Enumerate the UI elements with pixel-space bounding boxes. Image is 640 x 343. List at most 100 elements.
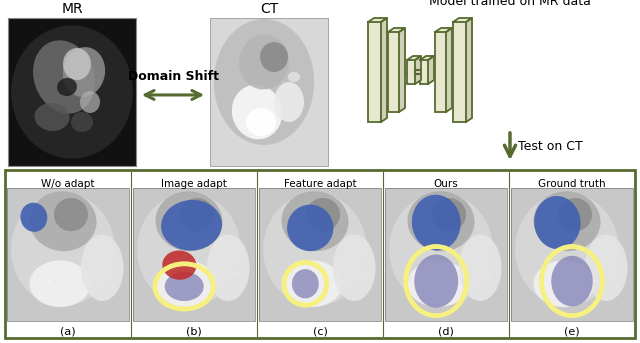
Ellipse shape: [408, 191, 474, 251]
Bar: [385, 188, 507, 321]
Ellipse shape: [35, 103, 70, 131]
Ellipse shape: [216, 279, 220, 283]
Ellipse shape: [432, 198, 466, 231]
Text: Ours: Ours: [434, 179, 458, 189]
Ellipse shape: [558, 279, 562, 283]
Bar: [453, 22, 466, 122]
Bar: [420, 60, 428, 84]
Ellipse shape: [306, 198, 340, 231]
Ellipse shape: [156, 191, 223, 251]
Bar: [259, 188, 381, 321]
Text: Test on CT: Test on CT: [518, 141, 583, 154]
Polygon shape: [435, 28, 452, 32]
Ellipse shape: [137, 193, 241, 306]
Ellipse shape: [585, 235, 627, 301]
Bar: [407, 60, 415, 84]
Ellipse shape: [57, 78, 77, 96]
Bar: [8, 18, 136, 166]
Polygon shape: [388, 28, 405, 32]
Ellipse shape: [408, 260, 468, 307]
Ellipse shape: [29, 191, 97, 251]
Ellipse shape: [80, 91, 100, 113]
Ellipse shape: [534, 260, 595, 307]
Text: Model trained on MR data: Model trained on MR data: [429, 0, 591, 8]
Ellipse shape: [81, 235, 124, 301]
Ellipse shape: [63, 47, 105, 97]
Bar: [7, 188, 129, 321]
Ellipse shape: [161, 200, 222, 250]
Polygon shape: [368, 18, 387, 22]
Ellipse shape: [282, 276, 285, 280]
Bar: [388, 32, 399, 112]
Ellipse shape: [63, 48, 91, 80]
Text: MR: MR: [61, 2, 83, 16]
Polygon shape: [428, 56, 434, 84]
Ellipse shape: [235, 272, 239, 276]
Bar: [511, 188, 633, 321]
Ellipse shape: [292, 269, 319, 298]
Ellipse shape: [20, 203, 47, 232]
Text: CT: CT: [260, 2, 278, 16]
Bar: [210, 18, 328, 166]
Ellipse shape: [551, 256, 593, 306]
Text: Feature adapt: Feature adapt: [284, 179, 356, 189]
Ellipse shape: [214, 19, 314, 145]
Ellipse shape: [263, 193, 367, 306]
Ellipse shape: [282, 191, 349, 251]
Polygon shape: [407, 56, 421, 60]
Ellipse shape: [11, 193, 115, 306]
Text: (a): (a): [60, 327, 76, 337]
Polygon shape: [466, 18, 472, 122]
Bar: [5, 170, 635, 338]
Ellipse shape: [342, 279, 346, 283]
Ellipse shape: [29, 260, 90, 307]
Ellipse shape: [533, 276, 538, 280]
Ellipse shape: [534, 196, 580, 249]
Ellipse shape: [33, 40, 95, 114]
Ellipse shape: [12, 25, 133, 158]
Text: W/o adapt: W/o adapt: [41, 179, 95, 189]
Ellipse shape: [459, 235, 502, 301]
Text: (c): (c): [312, 327, 328, 337]
Ellipse shape: [180, 279, 184, 283]
Polygon shape: [381, 18, 387, 122]
Ellipse shape: [412, 195, 461, 250]
Polygon shape: [420, 56, 434, 60]
Ellipse shape: [389, 193, 493, 306]
Ellipse shape: [239, 35, 289, 90]
Ellipse shape: [163, 250, 196, 280]
Ellipse shape: [156, 276, 159, 280]
Ellipse shape: [246, 108, 276, 136]
Text: (d): (d): [438, 327, 454, 337]
Ellipse shape: [333, 235, 376, 301]
Ellipse shape: [515, 193, 619, 306]
Ellipse shape: [468, 279, 472, 283]
Ellipse shape: [164, 272, 204, 301]
Text: (b): (b): [186, 327, 202, 337]
Ellipse shape: [260, 42, 288, 72]
Bar: [8, 18, 136, 166]
Ellipse shape: [207, 235, 250, 301]
Bar: [385, 188, 507, 321]
Polygon shape: [399, 28, 405, 112]
Bar: [259, 188, 381, 321]
Ellipse shape: [558, 198, 592, 231]
Polygon shape: [453, 18, 472, 22]
Bar: [7, 188, 129, 321]
Polygon shape: [415, 56, 421, 84]
Ellipse shape: [306, 279, 310, 283]
Ellipse shape: [408, 276, 412, 280]
Ellipse shape: [486, 272, 491, 276]
Ellipse shape: [361, 272, 365, 276]
Ellipse shape: [54, 198, 88, 231]
Ellipse shape: [274, 82, 304, 122]
Ellipse shape: [414, 255, 458, 308]
Ellipse shape: [288, 72, 300, 82]
Ellipse shape: [534, 191, 600, 251]
Ellipse shape: [282, 260, 342, 307]
Bar: [133, 188, 255, 321]
Text: Domain Shift: Domain Shift: [127, 70, 218, 83]
Ellipse shape: [595, 279, 598, 283]
Ellipse shape: [232, 85, 282, 139]
Ellipse shape: [90, 279, 95, 283]
